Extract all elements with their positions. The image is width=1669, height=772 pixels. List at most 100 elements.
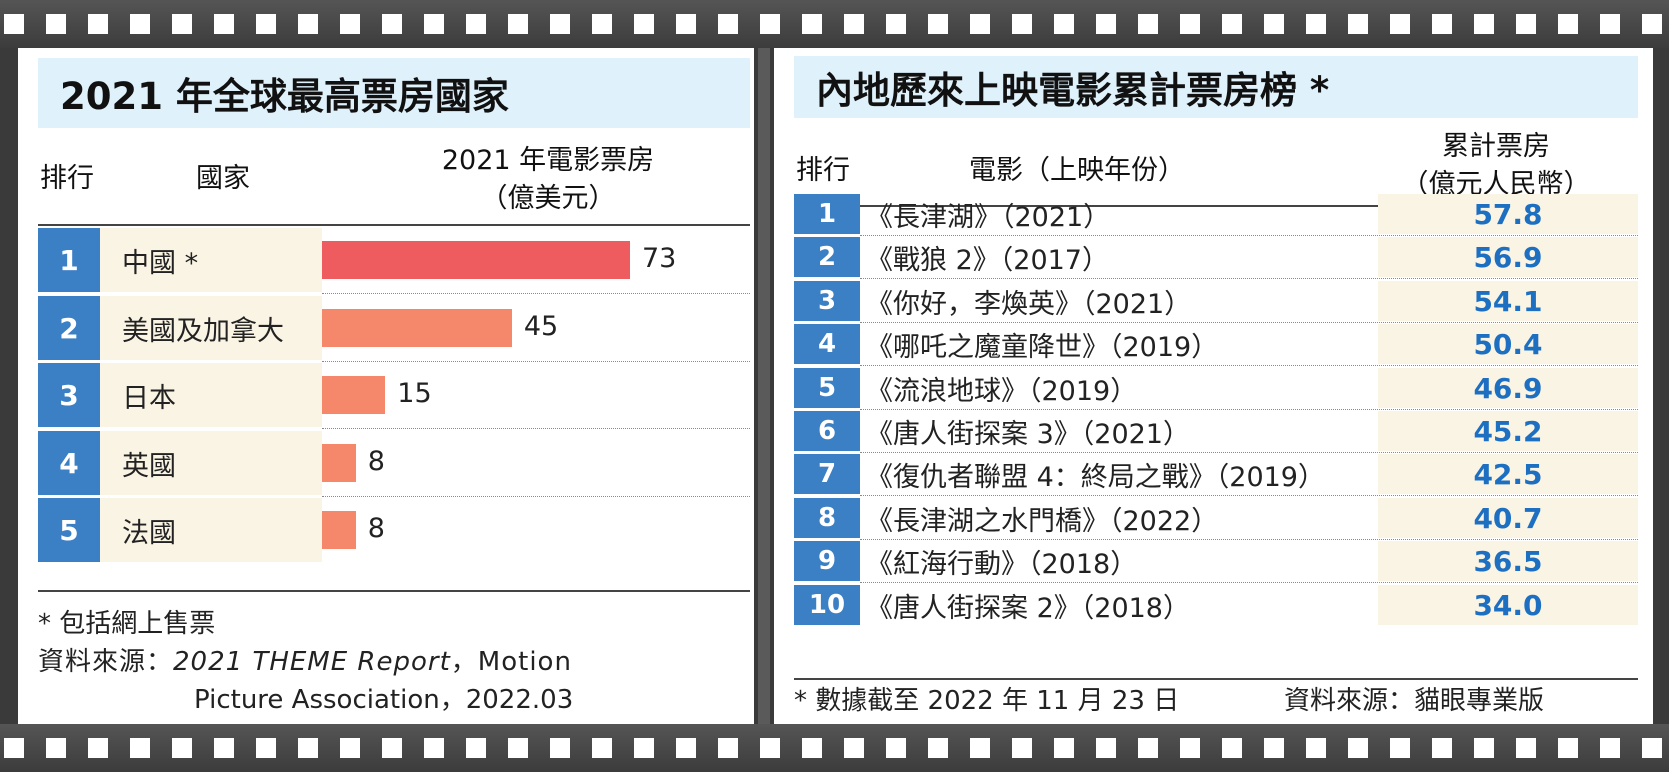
film-hole (1600, 14, 1620, 34)
rank-badge: 6 (794, 411, 860, 451)
film-hole (1558, 738, 1578, 758)
film-hole (1516, 14, 1536, 34)
film-hole (676, 738, 696, 758)
value-bar (322, 511, 356, 549)
left-source-org: ，Motion (450, 647, 572, 677)
film-hole (1306, 14, 1326, 34)
film-title: 《哪吒之魔童降世》（2019） (866, 331, 1219, 363)
left-source-report: 2021 THEME Report (173, 647, 451, 677)
bar-value-label: 8 (367, 513, 385, 544)
box-office-total: 36.5 (1378, 541, 1638, 581)
film-hole (298, 14, 318, 34)
right-header-rule (794, 205, 1638, 207)
right-note: * 數據截至 2022 年 11 月 23 日 (794, 686, 1180, 716)
rank-badge: 2 (38, 296, 100, 360)
country-name: 英國 (122, 450, 176, 482)
box-office-total: 45.2 (1378, 411, 1638, 451)
left-title-box: 2021 年全球最高票房國家 (38, 58, 750, 128)
film-hole (1264, 738, 1284, 758)
film-title: 《戰狼 2》（2017） (866, 244, 1109, 276)
film-hole (718, 14, 738, 34)
right-header-rank: 排行 (796, 155, 850, 186)
film-hole (4, 738, 24, 758)
film-hole (550, 14, 570, 34)
film-hole (1096, 14, 1116, 34)
bar-value-label: 45 (523, 311, 559, 342)
film-hole (382, 738, 402, 758)
rank-badge: 3 (794, 281, 860, 321)
box-office-total: 42.5 (1378, 454, 1638, 494)
row-separator (860, 539, 1638, 540)
film-hole (424, 14, 444, 34)
rank-badge: 2 (794, 237, 860, 277)
film-hole (1390, 14, 1410, 34)
film-hole (256, 738, 276, 758)
film-title: 《長津湖》（2021） (866, 201, 1111, 233)
film-hole (88, 738, 108, 758)
film-hole (886, 14, 906, 34)
film-hole (1432, 14, 1452, 34)
box-office-total: 50.4 (1378, 324, 1638, 364)
film-strip-bottom (0, 724, 1669, 772)
row-separator (322, 428, 750, 429)
value-bar (322, 309, 512, 347)
film-hole (592, 738, 612, 758)
film-hole (1432, 738, 1452, 758)
film-hole (88, 14, 108, 34)
film-hole (634, 14, 654, 34)
left-header-value-line2: （億美元） (480, 183, 616, 214)
film-hole (1054, 14, 1074, 34)
box-office-total: 57.8 (1378, 194, 1638, 234)
country-label: 法國 (100, 498, 322, 562)
film-hole (46, 738, 66, 758)
film-hole (886, 738, 906, 758)
box-office-total: 46.9 (1378, 368, 1638, 408)
film-hole (1138, 738, 1158, 758)
row-separator (860, 582, 1638, 583)
film-hole (1642, 738, 1662, 758)
rank-badge: 9 (794, 541, 860, 581)
film-hole (340, 738, 360, 758)
country-name: 法國 (122, 517, 176, 549)
film-hole (928, 738, 948, 758)
rank-badge: 3 (38, 363, 100, 427)
film-hole (1390, 738, 1410, 758)
rank-badge: 7 (794, 454, 860, 494)
row-separator (860, 365, 1638, 366)
left-source-prefix: 資料來源： (38, 647, 174, 677)
film-hole (1180, 14, 1200, 34)
film-hole (1642, 14, 1662, 34)
film-hole (970, 738, 990, 758)
rank-badge: 8 (794, 498, 860, 538)
film-hole (298, 738, 318, 758)
film-hole (1474, 738, 1494, 758)
film-hole (1516, 738, 1536, 758)
left-bottom-rule (38, 590, 750, 592)
film-hole (340, 14, 360, 34)
left-header-rule (38, 224, 750, 226)
left-header-country: 國家 (196, 163, 250, 194)
rank-badge: 1 (794, 194, 860, 234)
film-hole (424, 738, 444, 758)
film-hole (676, 14, 696, 34)
bar-value-label: 15 (397, 378, 432, 409)
box-office-total: 54.1 (1378, 281, 1638, 321)
bar-value-label: 8 (367, 446, 385, 477)
film-title: 《復仇者聯盟 4：終局之戰》（2019） (866, 461, 1325, 493)
film-hole (760, 738, 780, 758)
film-hole (214, 14, 234, 34)
film-title: 《流浪地球》（2019） (866, 375, 1138, 407)
right-source: 資料來源：貓眼專業版 (1284, 686, 1545, 716)
film-hole (592, 14, 612, 34)
rank-badge: 5 (38, 498, 100, 562)
film-hole (130, 738, 150, 758)
film-hole (1348, 738, 1368, 758)
left-title: 2021 年全球最高票房國家 (60, 75, 509, 118)
country-name: 中國 * (122, 247, 199, 279)
row-separator (860, 495, 1638, 496)
left-source-line2: Picture Association，2022.03 (194, 685, 574, 715)
film-hole (1180, 738, 1200, 758)
film-title: 《唐人街探案 3》（2021） (866, 418, 1190, 450)
rank-badge: 1 (38, 228, 100, 292)
film-hole (1054, 738, 1074, 758)
